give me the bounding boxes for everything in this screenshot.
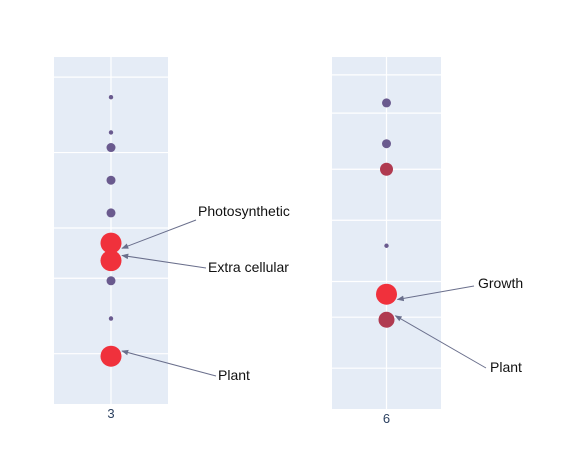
annotation-arrow (121, 219, 197, 249)
left-chart-panel: 3 Photosynthetic Extra cellular Plant (54, 57, 290, 421)
data-point (100, 232, 122, 254)
annotation-arrow (394, 315, 487, 369)
x-tick-label: 6 (383, 411, 390, 426)
annotation-label: Extra cellular (208, 259, 289, 275)
data-point (376, 283, 397, 305)
data-point (106, 175, 116, 185)
x-tick-label: 3 (107, 406, 114, 421)
annotation-arrow (121, 349, 217, 377)
annotation-arrow (396, 285, 475, 302)
data-point (382, 139, 391, 149)
data-point (106, 208, 116, 218)
annotation-label: Photosynthetic (198, 203, 290, 219)
right-chart-panel: 6 Growth Plant (332, 57, 523, 426)
data-point (380, 162, 393, 176)
data-point (108, 316, 114, 321)
data-point (108, 130, 114, 135)
data-point (106, 143, 116, 153)
data-point (108, 95, 114, 100)
data-point (378, 311, 395, 328)
data-point (384, 243, 389, 248)
annotation-label: Plant (490, 359, 522, 375)
annotation-label: Growth (478, 275, 523, 291)
annotation-arrow (121, 253, 207, 269)
data-point (100, 250, 122, 272)
data-point (100, 345, 122, 367)
data-point (106, 276, 116, 286)
annotation-label: Plant (218, 367, 250, 383)
data-point (382, 98, 391, 108)
